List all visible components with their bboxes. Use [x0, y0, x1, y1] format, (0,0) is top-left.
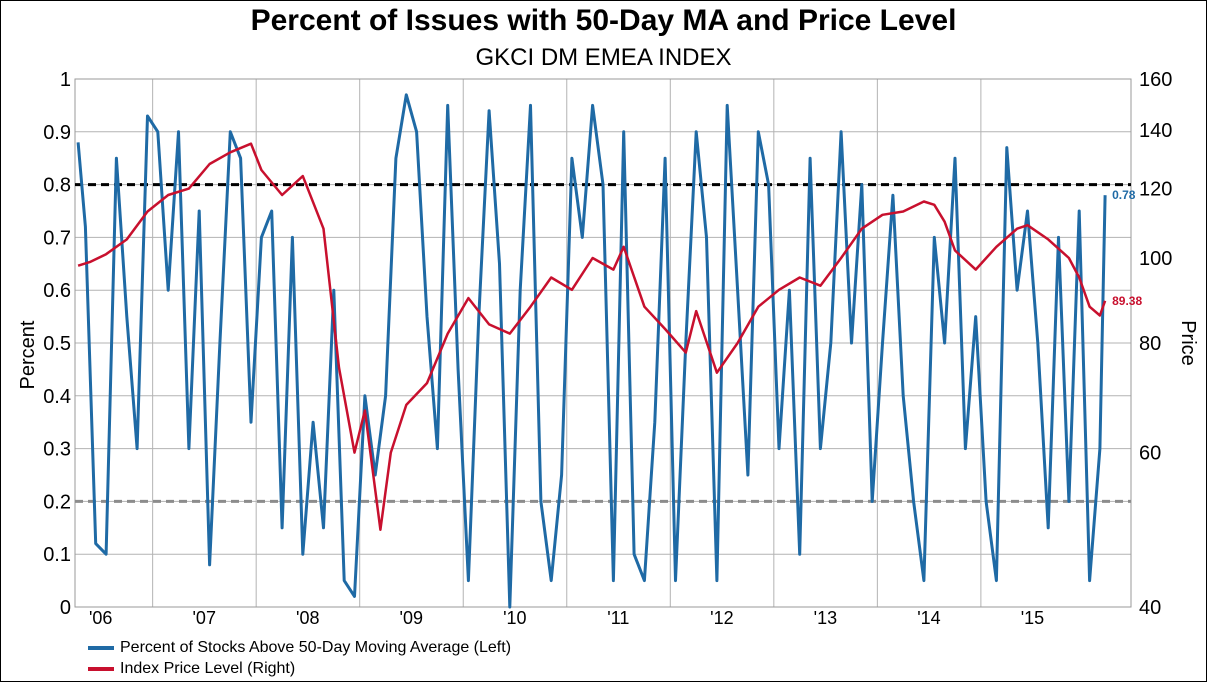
y-tick-label-right: 80 — [1139, 333, 1161, 355]
x-tick-label: '14 — [917, 608, 940, 628]
series-line-price — [77, 142, 1107, 531]
legend: Percent of Stocks Above 50-Day Moving Av… — [88, 637, 511, 679]
y-tick-label-left: 0.9 — [43, 122, 71, 144]
series-line-percent — [76, 93, 1107, 609]
x-tick-label: '08 — [296, 608, 319, 628]
y-tick-label-left: 0.3 — [43, 439, 71, 461]
y-tick-label-left: 0.6 — [43, 280, 71, 302]
chart-title: Percent of Issues with 50-Day MA and Pri… — [250, 4, 957, 37]
y-tick-label-right: 160 — [1139, 69, 1172, 91]
x-tick-label: '12 — [710, 608, 733, 628]
legend-swatch-percent — [88, 645, 114, 650]
legend-item-percent: Percent of Stocks Above 50-Day Moving Av… — [88, 637, 511, 658]
y-tick-label-left: 0.5 — [43, 333, 71, 355]
y-tick-label-right: 120 — [1139, 179, 1172, 201]
y-tick-label-left: 1 — [60, 69, 71, 91]
y-axis-label-right: Price — [1177, 320, 1199, 366]
legend-label-percent: Percent of Stocks Above 50-Day Moving Av… — [120, 638, 512, 656]
legend-item-price: Index Price Level (Right) — [88, 658, 511, 679]
x-tick-label: '13 — [814, 608, 837, 628]
y-tick-label-right: 100 — [1139, 248, 1172, 270]
y-axis-label-left: Percent — [17, 320, 39, 389]
axes: 00.10.20.30.40.50.60.70.80.9140608010012… — [43, 69, 1172, 628]
last-value-label-price: 89.38 — [1112, 294, 1142, 308]
y-tick-label-right: 140 — [1139, 120, 1172, 142]
chart-subtitle: GKCI DM EMEA INDEX — [475, 44, 732, 71]
legend-swatch-price — [88, 666, 114, 671]
x-tick-label: '15 — [1021, 608, 1044, 628]
last-value-label-percent: 0.78 — [1112, 188, 1136, 202]
y-tick-label-left: 0.2 — [43, 491, 71, 513]
y-tick-label-right: 60 — [1139, 443, 1161, 465]
x-tick-label: '07 — [193, 608, 216, 628]
x-tick-label: '11 — [607, 608, 629, 628]
y-tick-label-left: 0.4 — [43, 386, 71, 408]
legend-label-price: Index Price Level (Right) — [120, 659, 296, 677]
y-tick-label-left: 0 — [60, 597, 71, 619]
y-tick-label-left: 0.7 — [43, 227, 71, 249]
y-tick-label-left: 0.8 — [43, 175, 71, 197]
plot-border — [74, 78, 1132, 608]
x-tick-label: '09 — [400, 608, 423, 628]
y-tick-label-left: 0.1 — [43, 544, 71, 566]
x-tick-label: '06 — [89, 608, 112, 628]
y-tick-label-right: 40 — [1139, 597, 1161, 619]
series-lines: 0.78 89.38 — [76, 93, 1142, 609]
x-tick-label: '10 — [503, 608, 526, 628]
